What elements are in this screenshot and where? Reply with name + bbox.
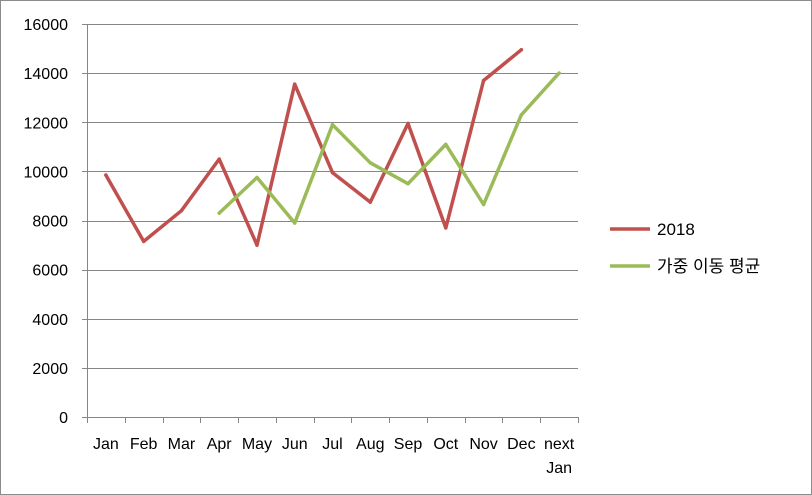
data-point [141, 239, 146, 244]
data-point [519, 48, 524, 52]
data-point [406, 121, 410, 126]
data-point [217, 211, 221, 215]
x-tick-label: Jun [282, 436, 308, 453]
data-point [330, 122, 335, 127]
y-tick-label: 12000 [24, 115, 69, 132]
x-tick-label: next Jan [544, 436, 575, 477]
y-tick-label: 2000 [32, 361, 68, 378]
data-point [444, 226, 448, 230]
data-point [519, 113, 524, 117]
x-tick-label: Sep [394, 436, 423, 453]
legend-label: 2018 [657, 220, 695, 239]
y-tick-label: 0 [59, 410, 68, 427]
legend: 2018 가중 이동 평균 [610, 220, 760, 276]
x-tick-label: Mar [168, 436, 196, 453]
data-point [179, 208, 184, 213]
data-point [406, 181, 410, 186]
x-tick-label: Feb [130, 436, 158, 453]
series-lines [104, 48, 561, 247]
data-point [217, 157, 221, 161]
x-tick-label: Nov [469, 436, 497, 453]
y-tick-label: 14000 [24, 66, 69, 83]
data-point [330, 170, 335, 175]
data-point [292, 82, 297, 86]
x-tick-label: Jul [322, 436, 342, 453]
y-tick-label: 4000 [32, 312, 68, 329]
y-tick-label: 8000 [32, 214, 68, 231]
x-tick-label: Dec [507, 436, 535, 453]
y-tick-label: 6000 [32, 263, 68, 280]
x-tick-label: May [242, 436, 272, 453]
y-tick-label: 10000 [24, 164, 69, 181]
data-point [255, 175, 259, 180]
series-line-1 [217, 71, 561, 225]
data-point [481, 202, 486, 207]
gridlines [87, 24, 578, 369]
data-point [444, 142, 448, 147]
data-point [557, 71, 561, 75]
data-point [368, 200, 373, 204]
x-tick-label: Aug [356, 436, 384, 453]
data-point [481, 78, 486, 83]
data-point [255, 243, 259, 247]
axes [82, 24, 579, 423]
x-tick-label: Jan [93, 436, 119, 453]
y-tick-label: 16000 [24, 17, 69, 34]
data-point [292, 221, 297, 225]
legend-label: 가중 이동 평균 [657, 257, 760, 276]
x-tick-labels: Jan Feb Mar Apr May Jun Jul Aug Sep Oct Nov Dec next… [93, 436, 575, 477]
x-tick-label: Oct [433, 436, 458, 453]
series-line-0 [104, 48, 524, 247]
data-point [104, 173, 108, 177]
y-tick-labels: 0 2000 4000 6000 8000 10000 12000 14000 16000 [24, 17, 69, 427]
data-point [368, 161, 373, 165]
x-tick-label: Apr [207, 436, 233, 453]
